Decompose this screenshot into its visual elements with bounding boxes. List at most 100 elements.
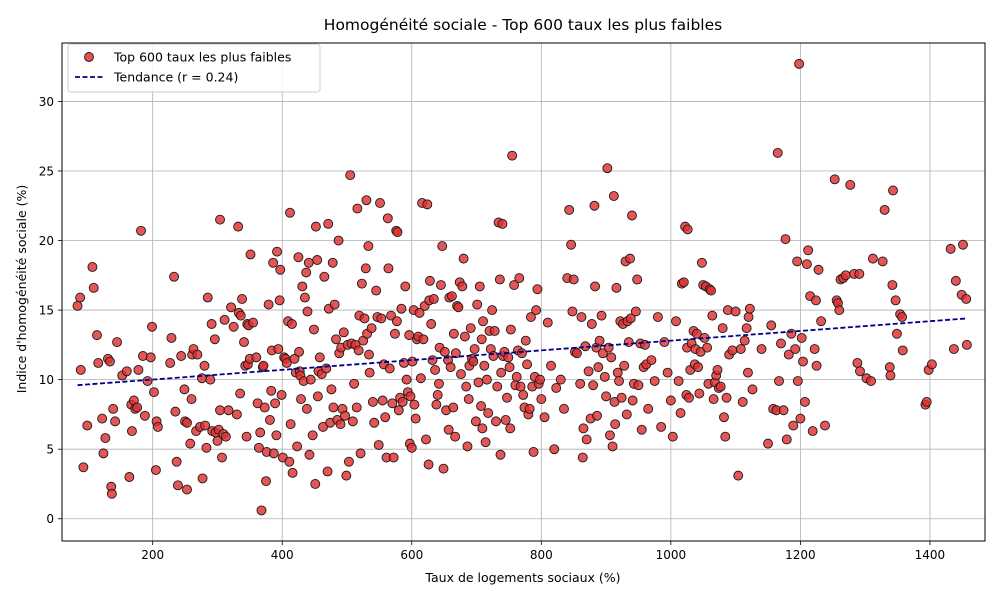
scatter-point	[721, 432, 730, 441]
scatter-point	[229, 322, 238, 331]
x-axis-ticks: 200 400 600 800 1000 1200 1400	[141, 541, 945, 562]
scatter-point	[137, 226, 146, 235]
scatter-point	[206, 375, 215, 384]
scatter-point	[830, 175, 839, 184]
scatter-point	[532, 306, 541, 315]
scatter-point	[406, 392, 415, 401]
scatter-point	[133, 403, 142, 412]
scatter-point	[267, 386, 276, 395]
scatter-point	[878, 257, 887, 266]
scatter-point	[352, 403, 361, 412]
scatter-point	[709, 395, 718, 404]
scatter-point	[456, 370, 465, 379]
scatter-point	[240, 338, 249, 347]
scatter-point	[855, 269, 864, 278]
scatter-point	[419, 335, 428, 344]
scatter-point	[466, 324, 475, 333]
scatter-point	[365, 350, 374, 359]
scatter-point	[394, 406, 403, 415]
scatter-point	[742, 324, 751, 333]
scatter-point	[615, 377, 624, 386]
scatter-point	[605, 431, 614, 440]
chart-title: Homogénéité sociale - Top 600 taux les p…	[324, 16, 722, 34]
scatter-point	[607, 353, 616, 362]
scatter-point	[898, 346, 907, 355]
scatter-point	[365, 368, 374, 377]
scatter-point	[252, 353, 261, 362]
scatter-point	[776, 339, 785, 348]
scatter-point	[407, 443, 416, 452]
scatter-point	[256, 428, 265, 437]
scatter-point	[177, 351, 186, 360]
scatter-point	[398, 397, 407, 406]
scatter-point	[193, 350, 202, 359]
scatter-point	[309, 325, 318, 334]
scatter-point	[360, 314, 369, 323]
scatter-point	[449, 329, 458, 338]
scatter-point	[569, 275, 578, 284]
scatter-point	[716, 382, 725, 391]
scatter-point	[814, 265, 823, 274]
scatter-point	[389, 453, 398, 462]
y-tick-label: 10	[39, 373, 54, 387]
scatter-point	[180, 385, 189, 394]
scatter-point	[388, 399, 397, 408]
scatter-point	[122, 367, 131, 376]
y-tick-label: 5	[46, 443, 54, 457]
scatter-point	[674, 377, 683, 386]
scatter-point	[603, 164, 612, 173]
scatter-point	[738, 397, 747, 406]
scatter-point	[502, 393, 511, 402]
scatter-point	[306, 375, 315, 384]
scatter-point	[341, 411, 350, 420]
scatter-point	[300, 293, 309, 302]
scatter-point	[227, 303, 236, 312]
scatter-point	[797, 333, 806, 342]
scatter-point	[474, 378, 483, 387]
scatter-point	[362, 196, 371, 205]
scatter-point	[416, 374, 425, 383]
scatter-point	[853, 358, 862, 367]
scatter-point	[275, 296, 284, 305]
scatter-point	[958, 240, 967, 249]
scatter-point	[744, 313, 753, 322]
scatter-point	[626, 254, 635, 263]
scatter-point	[787, 329, 796, 338]
scatter-point	[304, 258, 313, 267]
scatter-point	[384, 264, 393, 273]
plot-frame	[62, 43, 985, 541]
scatter-point	[480, 361, 489, 370]
scatter-point	[593, 411, 602, 420]
scatter-point	[898, 313, 907, 322]
scatter-point	[567, 240, 576, 249]
scatter-point	[552, 383, 561, 392]
scatter-point	[424, 460, 433, 469]
scatter-point	[328, 258, 337, 267]
scatter-point	[697, 258, 706, 267]
scatter-point	[536, 375, 545, 384]
scatter-point	[390, 329, 399, 338]
scatter-point	[515, 274, 524, 283]
scatter-point	[695, 389, 704, 398]
scatter-point	[134, 365, 143, 374]
scatter-point	[198, 474, 207, 483]
scatter-point	[153, 422, 162, 431]
scatter-point	[463, 442, 472, 451]
scatter-point	[392, 317, 401, 326]
scatter-point	[234, 222, 243, 231]
scatter-point	[303, 307, 312, 316]
scatter-point	[582, 435, 591, 444]
scatter-point	[381, 413, 390, 422]
scatter-point	[408, 357, 417, 366]
scatter-point	[708, 311, 717, 320]
scatter-point	[449, 403, 458, 412]
scatter-point	[609, 192, 618, 201]
scatter-point	[868, 254, 877, 263]
scatter-point	[401, 282, 410, 291]
scatter-point	[683, 225, 692, 234]
scatter-point	[628, 396, 637, 405]
scatter-point	[886, 371, 895, 380]
scatter-point	[459, 254, 468, 263]
scatter-point	[324, 219, 333, 228]
scatter-point	[216, 215, 225, 224]
